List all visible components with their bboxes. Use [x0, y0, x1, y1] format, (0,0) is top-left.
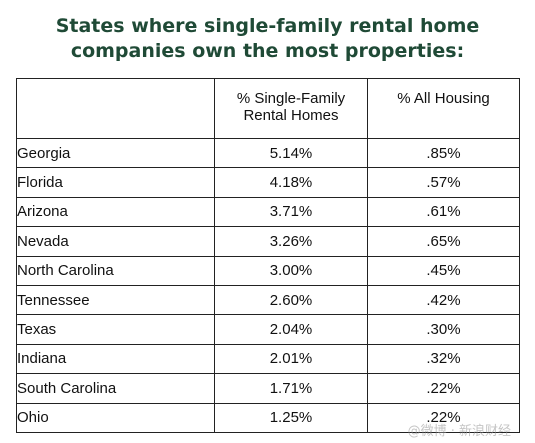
table-row: Indiana 2.01% .32% [16, 343, 520, 375]
state-cell: Arizona [16, 196, 215, 228]
header-single-family-cell: % Single-Family Rental Homes [214, 78, 368, 139]
single-family-share-cell: 4.18% [214, 167, 368, 198]
all-housing-share-cell: .61% [367, 196, 520, 228]
state-cell: Nevada [16, 226, 215, 257]
all-housing-share-cell: .32% [367, 343, 520, 375]
single-family-share-cell: 5.14% [214, 137, 368, 169]
table-row: North Carolina 3.00% .45% [16, 255, 520, 286]
table-row: Florida 4.18% .57% [16, 167, 520, 198]
state-cell: Texas [16, 314, 215, 345]
state-cell: North Carolina [16, 255, 215, 286]
all-housing-share-cell: .65% [367, 226, 520, 257]
all-housing-share-cell: .42% [367, 284, 520, 316]
state-cell: Florida [16, 167, 215, 198]
header-single-family-line-2: Rental Homes [243, 107, 339, 124]
table-row: South Carolina 1.71% .22% [16, 373, 520, 404]
table-header-row: % Single-Family Rental Homes % All Housi… [16, 78, 520, 139]
table-row: Tennessee 2.60% .42% [16, 284, 520, 316]
title-line-1: States where single-family rental home [55, 15, 480, 37]
rental-share-table: % Single-Family Rental Homes % All Housi… [16, 78, 520, 433]
single-family-share-cell: 1.25% [214, 402, 368, 433]
header-single-family-line-1: % Single-Family [236, 90, 346, 107]
single-family-share-cell: 3.00% [214, 255, 368, 286]
all-housing-share-cell: .57% [367, 167, 520, 198]
table-row: Ohio 1.25% .22% [16, 402, 520, 433]
single-family-share-cell: 1.71% [214, 373, 368, 404]
all-housing-share-cell: .22% [367, 373, 520, 404]
single-family-share-cell: 3.71% [214, 196, 368, 228]
all-housing-share-cell: .85% [367, 137, 520, 169]
header-state-cell [16, 78, 215, 139]
all-housing-share-cell: .22% [367, 402, 520, 433]
title-line-2: companies own the most properties: [70, 40, 465, 62]
state-cell: Tennessee [16, 284, 215, 316]
table-row: Texas 2.04% .30% [16, 314, 520, 345]
single-family-share-cell: 2.04% [214, 314, 368, 345]
table-title: States where single-family rental home c… [0, 14, 535, 64]
table-row: Arizona 3.71% .61% [16, 196, 520, 228]
state-cell: Georgia [16, 137, 215, 169]
header-all-housing-cell: % All Housing [367, 78, 520, 139]
watermark: @微博 · 新浪财经 [407, 424, 511, 439]
table-row: Nevada 3.26% .65% [16, 226, 520, 257]
state-cell: South Carolina [16, 373, 215, 404]
state-cell: Indiana [16, 343, 215, 375]
all-housing-share-cell: .45% [367, 255, 520, 286]
table-row: Georgia 5.14% .85% [16, 137, 520, 169]
single-family-share-cell: 3.26% [214, 226, 368, 257]
state-cell: Ohio [16, 402, 215, 433]
single-family-share-cell: 2.60% [214, 284, 368, 316]
all-housing-share-cell: .30% [367, 314, 520, 345]
single-family-share-cell: 2.01% [214, 343, 368, 375]
